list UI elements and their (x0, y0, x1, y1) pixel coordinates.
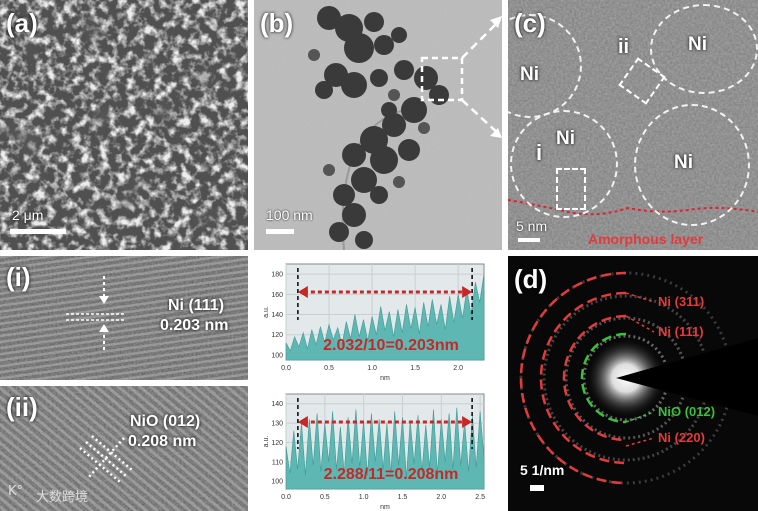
x-tick-label: 0.5 (324, 365, 334, 372)
x-axis-label: nm (380, 375, 390, 382)
x-tick-label: 1.5 (410, 365, 420, 372)
period-annotation: 2.288/11=0.208nm (324, 466, 459, 483)
lattice-fringes-ii (0, 386, 248, 511)
ni-particle-outline-2 (650, 4, 758, 94)
panel-b-scale-bar (266, 229, 294, 234)
y-tick-label: 120 (271, 332, 283, 339)
intensity-profile-chart-2: 0.0 0.5 1.0 1.5 2.0 2.5 100 110 120 130 140 nm a.u. 2… (263, 393, 485, 511)
region-label-i: i (536, 140, 543, 165)
panel-i-label: (i) (6, 262, 31, 292)
panel-b-scale-text: 100 nm (266, 207, 313, 223)
panel-c-label: (c) (514, 8, 546, 38)
sem-texture (0, 0, 248, 250)
panel-a-label: (a) (6, 8, 38, 38)
amorphous-layer-label: Amorphous layer (588, 231, 704, 247)
y-tick-label: 180 (271, 272, 283, 279)
x-tick-label: 2.0 (436, 494, 446, 501)
x-tick-label: 1.0 (367, 365, 377, 372)
period-arrowhead-left (297, 416, 308, 428)
ni-particle-outline-3 (510, 110, 618, 218)
panel-ii-plane: NiO (012) (130, 413, 201, 430)
y-axis-label: a.u. (263, 436, 270, 448)
panel-d-label: (d) (514, 264, 548, 294)
panel-d-saed: (d) Ni (311) Ni (111) NiO (012) Ni (220)… (508, 256, 758, 511)
x-tick-label: 1.0 (359, 494, 369, 501)
panel-a-scale-bar (10, 229, 66, 234)
panel-i-plane: Ni (111) (168, 297, 225, 314)
panel-ii-label: (ii) (6, 392, 38, 422)
y-tick-label: 160 (271, 292, 283, 299)
intensity-area (285, 274, 485, 361)
y-tick-label: 110 (272, 459, 283, 466)
watermark-logo-icon: K° (8, 484, 24, 499)
x-tick-label: 0.0 (281, 365, 291, 372)
panel-ii-spacing: 0.208 nm (128, 433, 197, 450)
x-axis-label: nm (380, 504, 390, 511)
tem-particles (254, 0, 502, 250)
panel-i-lattice: (i) Ni (111) 0.203 nm (0, 256, 248, 380)
panel-d-scale-bar (530, 485, 544, 491)
ni-particle-outline-4 (634, 104, 750, 226)
zoom-indicator (420, 16, 502, 138)
period-arrowhead-right (462, 286, 473, 298)
x-tick-label: 2.5 (475, 494, 485, 501)
ni-label-3: Ni (556, 128, 575, 149)
period-annotation: 2.032/10=0.203nm (323, 337, 459, 354)
intensity-profile-chart-1: 0.0 0.5 1.0 1.5 2.0 100 120 140 160 180 nm a.u. 2.03… (263, 263, 485, 382)
intensity-area (285, 407, 485, 490)
y-tick-label: 120 (271, 440, 283, 447)
y-tick-label: 100 (271, 479, 283, 486)
ring-label-ni-220: Ni (220) (658, 430, 705, 445)
ni-label-1: Ni (520, 64, 539, 85)
panel-c-hrtem: (c) Ni Ni Ni Ni i ii 5 nm Amorphous laye… (508, 0, 758, 250)
y-tick-label: 140 (271, 401, 283, 408)
panel-b-tem: (b) 100 nm (254, 0, 502, 250)
panel-ii-lattice: (ii) NiO (012) 0.208 nm 大数跨境 K° (0, 386, 248, 511)
region-i-box (556, 168, 586, 210)
period-arrowhead-right (462, 416, 473, 428)
panel-b-label: (b) (260, 8, 294, 38)
x-tick-label: 2.0 (453, 365, 463, 372)
watermark: 大数跨境 (36, 490, 89, 505)
ring-label-ni-111: Ni (111) (658, 324, 704, 339)
ni-label-2: Ni (688, 34, 707, 55)
ring-label-ni-311: Ni (311) (658, 294, 705, 309)
ni-label-4: Ni (674, 152, 693, 173)
x-tick-label: 0.0 (281, 494, 291, 501)
diffraction-rings (519, 271, 758, 485)
region-label-ii: ii (618, 36, 630, 58)
y-axis-label: a.u. (263, 306, 270, 318)
y-tick-label: 100 (271, 352, 283, 359)
y-tick-label: 140 (271, 312, 283, 319)
panel-a-scale-text: 2 μm (12, 207, 44, 223)
y-tick-label: 130 (271, 421, 283, 428)
panel-d-scale-text: 5 1/nm (520, 462, 565, 478)
x-tick-label: 0.5 (320, 494, 330, 501)
panel-c-scale-text: 5 nm (516, 218, 548, 234)
panel-a-sem: (a) 2 μm (0, 0, 248, 250)
panel-i-spacing: 0.203 nm (160, 317, 229, 334)
panel-c-scale-bar (518, 238, 540, 242)
ring-label-nio-012: NiO (012) (658, 404, 716, 419)
period-arrowhead-left (297, 286, 308, 298)
x-tick-label: 1.5 (398, 494, 408, 501)
lattice-fringes-i (0, 256, 248, 380)
